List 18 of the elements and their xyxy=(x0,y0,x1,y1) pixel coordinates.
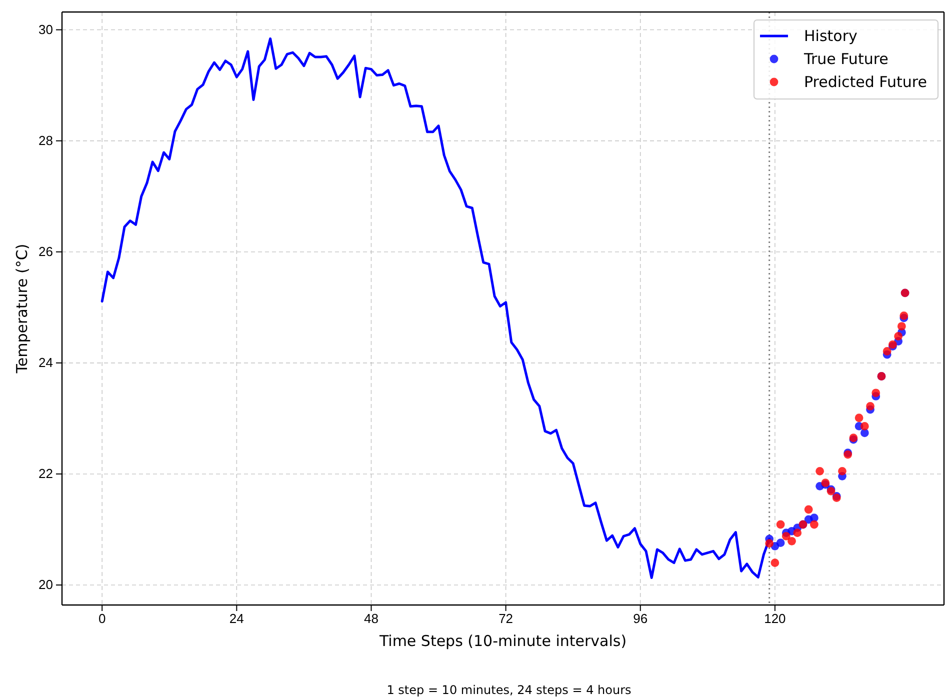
x-axis-title: Time Steps (10-minute intervals) xyxy=(378,632,627,650)
y-tick-label: 30 xyxy=(38,22,53,37)
legend-label: History xyxy=(804,27,858,45)
legend-label: True Future xyxy=(803,50,888,68)
x-tick-label: 24 xyxy=(229,611,244,626)
y-tick-label: 26 xyxy=(38,244,53,260)
y-axis-title: Temperature (°C) xyxy=(13,244,31,374)
y-tick-label: 20 xyxy=(38,577,53,592)
x-tick-label: 0 xyxy=(98,611,106,626)
x-tick-label: 48 xyxy=(364,611,378,626)
text: 1 step = 10 minutes, 24 steps = 4 hours xyxy=(386,683,632,697)
x-tick-label: 96 xyxy=(633,611,648,626)
y-tick-label: 28 xyxy=(38,132,53,148)
x-tick-label: 72 xyxy=(498,611,514,626)
y-tick-label: 24 xyxy=(38,355,53,370)
x-tick-label: 120 xyxy=(764,611,786,626)
y-tick-label: 22 xyxy=(38,466,53,482)
legend-label: Predicted Future xyxy=(804,73,927,91)
